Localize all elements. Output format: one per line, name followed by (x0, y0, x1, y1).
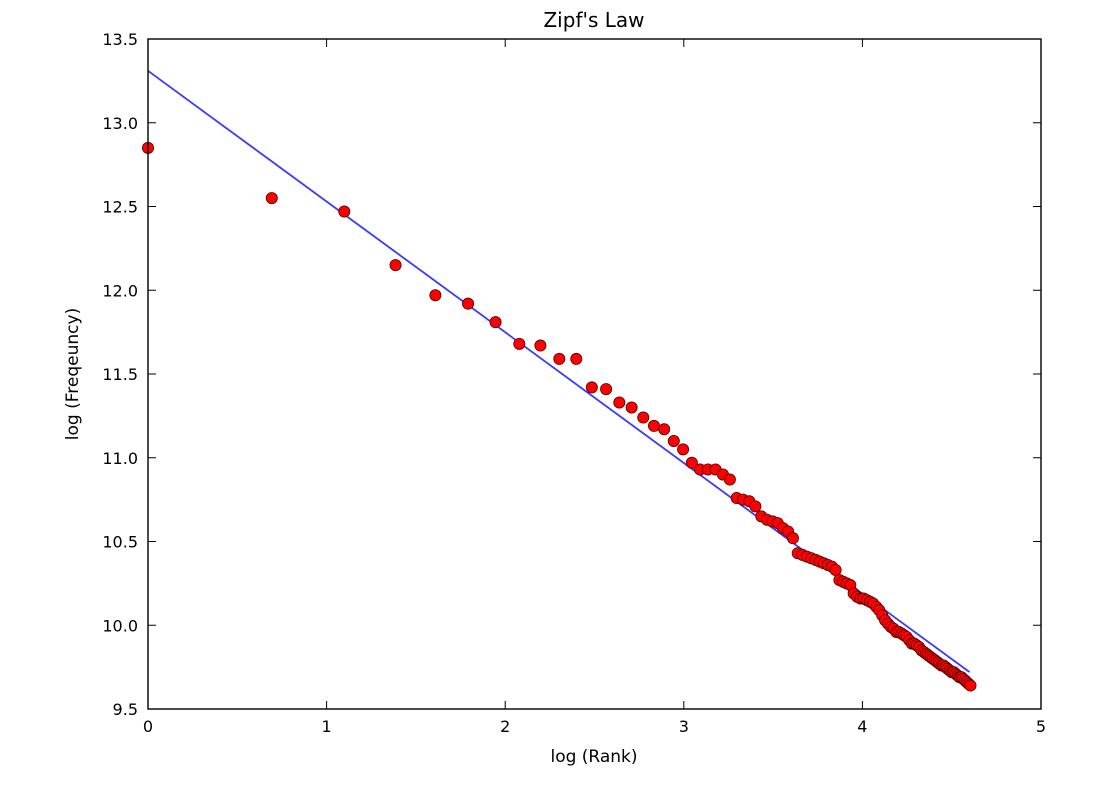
y-tick-label: 10.5 (102, 533, 138, 552)
data-point (685, 456, 698, 469)
plot-area (141, 70, 977, 692)
data-point (637, 411, 650, 424)
y-tick-label: 12.5 (102, 198, 138, 217)
x-tick-label: 1 (322, 717, 332, 736)
chart-title: Zipf's Law (543, 8, 644, 32)
data-point (829, 563, 842, 576)
data-point (585, 381, 598, 394)
data-point (534, 339, 547, 352)
data-point (723, 473, 736, 486)
data-point (625, 401, 638, 414)
x-tick-label: 3 (679, 717, 689, 736)
y-tick-label: 11.0 (102, 449, 138, 468)
data-point (265, 192, 278, 205)
data-point (786, 532, 799, 545)
data-point (964, 679, 977, 692)
x-tick-label: 0 (143, 717, 153, 736)
y-tick-label: 13.5 (102, 30, 138, 49)
x-tick-label: 4 (857, 717, 867, 736)
x-tick-label: 2 (500, 717, 510, 736)
data-point (667, 434, 680, 447)
y-axis-label: log (Freqeuncy) (63, 308, 83, 440)
data-point (613, 396, 626, 409)
data-point (570, 352, 583, 365)
y-tick-label: 12.0 (102, 281, 138, 300)
data-point (600, 383, 613, 396)
x-axis: 0 1 2 3 4 5 (143, 39, 1046, 736)
y-axis: 9.5 10.0 10.5 11.0 11.5 12.0 12.5 13.0 13.5 (102, 30, 1041, 719)
y-tick-label: 9.5 (113, 700, 138, 719)
data-point (749, 500, 762, 513)
y-tick-label: 11.5 (102, 365, 138, 384)
plot-frame (147, 38, 1042, 710)
data-point (429, 289, 442, 302)
data-point (658, 423, 671, 436)
data-point (338, 205, 351, 218)
y-tick-label: 13.0 (102, 114, 138, 133)
data-point (389, 259, 402, 272)
data-point (647, 419, 660, 432)
x-axis-label: log (Rank) (550, 747, 637, 767)
data-point (513, 337, 526, 350)
data-point (677, 443, 690, 456)
data-point (462, 297, 475, 310)
data-point (553, 352, 566, 365)
y-tick-label: 10.0 (102, 616, 138, 635)
data-point (489, 316, 502, 329)
x-tick-label: 5 (1036, 717, 1046, 736)
